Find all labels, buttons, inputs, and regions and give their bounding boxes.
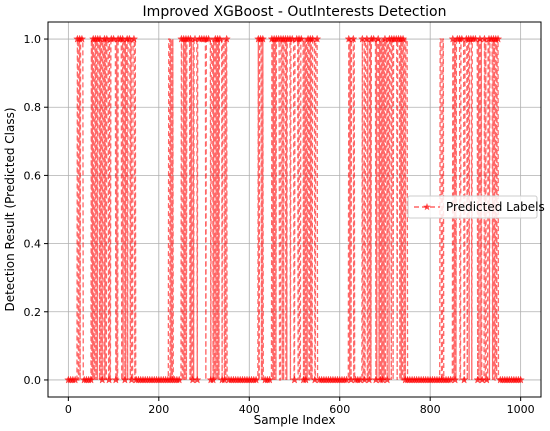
- data-point: [204, 34, 213, 43]
- data-point: [297, 34, 306, 43]
- data-point: [459, 375, 469, 384]
- x-tick-label: 1000: [507, 403, 535, 416]
- x-axis-ticks: 0 200 400 600 800 1000: [65, 397, 535, 416]
- y-axis-label: Detection Result (Predicted Class): [3, 107, 17, 311]
- data-point: [208, 375, 218, 384]
- data-point: [258, 34, 267, 43]
- data-point: [104, 375, 114, 384]
- legend-label: Predicted Labels: [446, 200, 545, 214]
- data-point: [301, 375, 310, 384]
- data-point: [98, 375, 107, 384]
- data-point: [265, 375, 274, 384]
- data-point: [374, 34, 383, 43]
- data-point: [290, 375, 299, 384]
- plot-frame: [47, 21, 542, 398]
- data-point: [86, 375, 96, 384]
- data-point: [364, 375, 374, 384]
- data-point: [312, 34, 322, 43]
- data-point: [70, 375, 80, 384]
- x-tick-label: 800: [420, 403, 441, 416]
- data-point: [493, 34, 503, 43]
- y-axis-ticks: 0.0 0.2 0.4 0.6 0.8 1.0: [24, 33, 48, 387]
- data-point: [450, 375, 460, 384]
- legend-box: [407, 195, 538, 219]
- y-tick-label: 0.6: [24, 169, 42, 182]
- data-point: [516, 375, 525, 384]
- data-point: [175, 375, 184, 384]
- x-axis-label: Sample Index: [254, 413, 336, 427]
- data-point: [398, 34, 408, 43]
- legend-star-marker: [423, 203, 431, 211]
- data-point: [129, 34, 139, 43]
- y-tick-label: 0.8: [24, 101, 42, 114]
- x-tick-label: 400: [239, 403, 260, 416]
- series-layer: [64, 34, 525, 384]
- data-point: [215, 34, 225, 43]
- data-point: [349, 34, 358, 43]
- data-point: [482, 375, 491, 384]
- data-point: [193, 375, 202, 384]
- x-tick-label: 600: [329, 403, 350, 416]
- data-point: [111, 375, 121, 384]
- data-point: [77, 34, 87, 43]
- y-tick-label: 0.4: [24, 238, 42, 251]
- y-tick-label: 0.0: [24, 374, 42, 387]
- x-tick-label: 200: [148, 403, 169, 416]
- data-point: [383, 375, 392, 384]
- x-tick-label: 0: [65, 403, 72, 416]
- y-tick-label: 0.2: [24, 306, 42, 319]
- y-tick-label: 1.0: [24, 33, 42, 46]
- legend: Predicted Labels: [407, 195, 545, 219]
- data-point: [222, 34, 231, 43]
- data-point: [251, 375, 261, 384]
- chart-title: Improved XGBoost - OutInterests Detectio…: [143, 4, 447, 20]
- data-point: [120, 375, 130, 384]
